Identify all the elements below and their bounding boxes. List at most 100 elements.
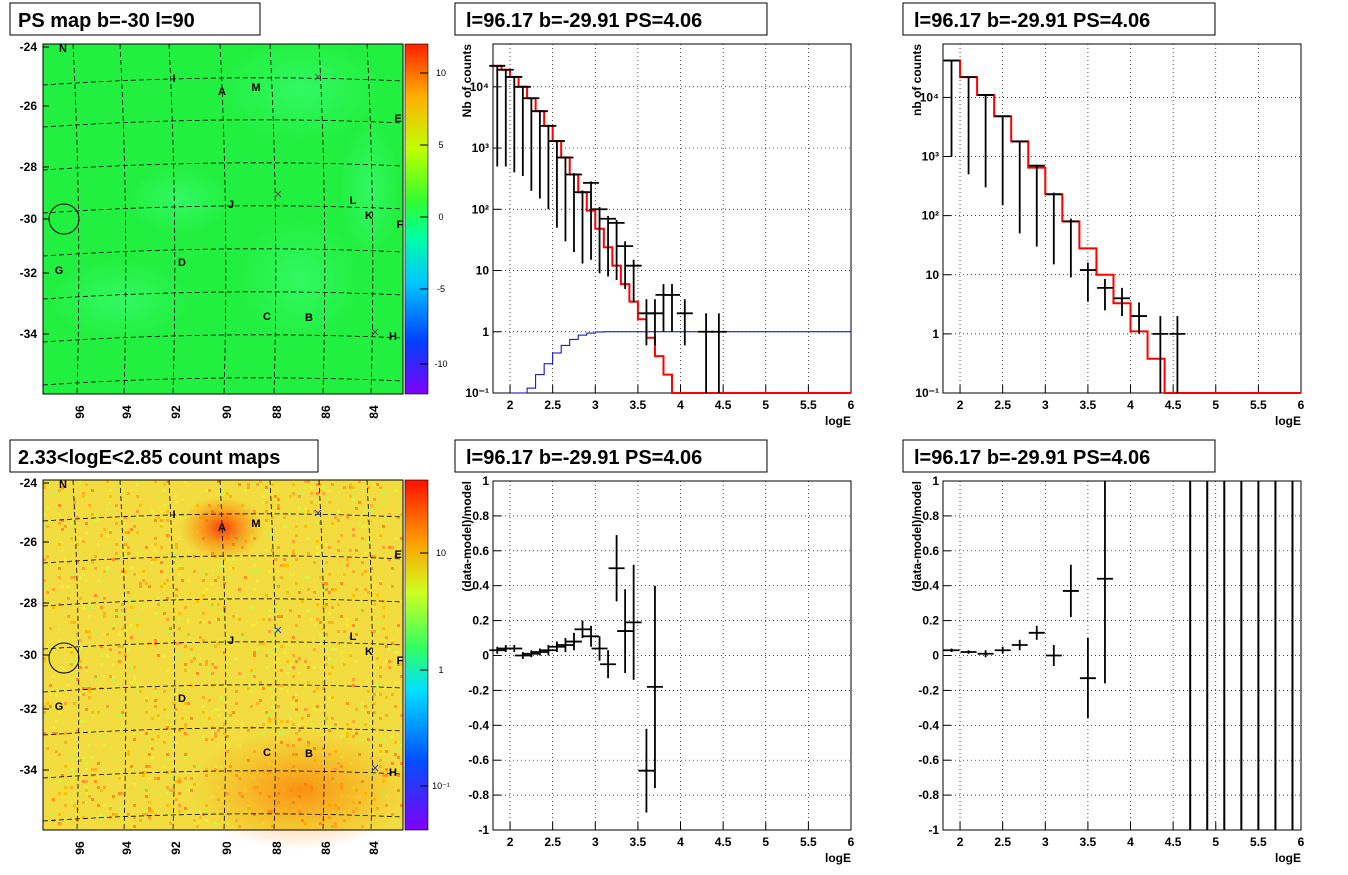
count-pixel	[151, 510, 154, 513]
count-pixel	[166, 534, 169, 537]
x-tick-label: 5	[1212, 835, 1219, 849]
count-pixel	[211, 672, 214, 675]
count-pixel	[241, 711, 244, 714]
count-pixel	[217, 708, 220, 711]
count-pixel	[163, 690, 166, 693]
count-pixel	[127, 648, 130, 651]
ps-map-y-tick: -24	[20, 40, 38, 54]
count-pixel	[166, 723, 169, 726]
count-pixel	[211, 663, 214, 666]
count-pixel	[262, 642, 265, 645]
count-pixel	[157, 735, 160, 738]
count-pixel	[310, 486, 313, 489]
count-pixel	[325, 717, 328, 720]
count-pixel	[82, 759, 85, 762]
count-pixel	[352, 534, 355, 537]
count-pixel	[121, 699, 124, 702]
diffuse-hotspot	[190, 730, 410, 850]
count-pixel	[187, 579, 190, 582]
count-pixel	[328, 591, 331, 594]
count-pixel	[202, 621, 205, 624]
count-pixel	[121, 627, 124, 630]
count-pixel	[253, 558, 256, 561]
count-pixel	[82, 816, 85, 819]
count-pixel	[259, 642, 262, 645]
count-pixel	[169, 789, 172, 792]
count-pixel	[88, 606, 91, 609]
count-pixel	[295, 693, 298, 696]
count-pixel	[343, 630, 346, 633]
count-pixel	[85, 669, 88, 672]
count-pixel	[85, 789, 88, 792]
count-pixel	[319, 708, 322, 711]
count-pixel	[97, 762, 100, 765]
count-pixel	[172, 561, 175, 564]
count-pixel	[79, 480, 82, 483]
count-pixel	[151, 810, 154, 813]
count-pixel	[73, 501, 76, 504]
count-pixel	[166, 630, 169, 633]
count-pixel	[361, 525, 364, 528]
count-pixel	[166, 519, 169, 522]
count-pixel	[397, 750, 400, 753]
count-pixel	[292, 489, 295, 492]
count-pixel	[133, 825, 136, 828]
count-pixel	[70, 660, 73, 663]
count-pixel	[277, 570, 280, 573]
count-pixel	[250, 570, 253, 573]
count-pixel	[397, 516, 400, 519]
count-pixel	[85, 687, 88, 690]
count-pixel	[310, 501, 313, 504]
count-pixel	[292, 723, 295, 726]
count-pixel	[322, 492, 325, 495]
count-pixel	[322, 582, 325, 585]
source-cross-marker	[314, 73, 322, 81]
count-pixel	[280, 669, 283, 672]
count-pixel	[289, 666, 292, 669]
count-pixel	[295, 525, 298, 528]
count-map-y-tick: -30	[20, 648, 38, 662]
count-pixel	[352, 624, 355, 627]
count-pixel	[229, 567, 232, 570]
x-tick-label: 5.5	[1250, 835, 1267, 849]
count-pixel	[103, 597, 106, 600]
count-pixel	[379, 717, 382, 720]
count-pixel	[313, 690, 316, 693]
count-pixel	[79, 639, 82, 642]
count-pixel	[313, 624, 316, 627]
count-pixel	[253, 651, 256, 654]
count-pixel	[379, 675, 382, 678]
count-pixel	[295, 582, 298, 585]
count-pixel	[166, 771, 169, 774]
count-pixel	[316, 483, 319, 486]
count-map-x-tick: 90	[220, 841, 234, 855]
count-pixel	[271, 639, 274, 642]
count-pixel	[187, 621, 190, 624]
count-pixel	[85, 666, 88, 669]
y-tick-label: 10³	[922, 150, 939, 164]
map-grid-lon-line	[119, 479, 127, 831]
y-axis-label: (data-model)/model	[910, 481, 924, 592]
count-pixel	[322, 636, 325, 639]
count-map-x-tick: 84	[367, 841, 381, 855]
count-pixel	[142, 579, 145, 582]
count-pixel	[91, 489, 94, 492]
count-pixel	[373, 630, 376, 633]
count-pixel	[169, 774, 172, 777]
count-pixel	[109, 531, 112, 534]
count-pixel	[61, 774, 64, 777]
count-pixel	[220, 492, 223, 495]
count-pixel	[181, 690, 184, 693]
count-pixel	[283, 564, 286, 567]
count-pixel	[58, 753, 61, 756]
count-pixel	[94, 594, 97, 597]
count-pixel	[385, 750, 388, 753]
count-pixel	[91, 714, 94, 717]
x-tick-label: 4.5	[715, 835, 732, 849]
count-pixel	[373, 702, 376, 705]
count-pixel	[130, 636, 133, 639]
y-axis-label: nb of counts	[910, 44, 924, 116]
count-pixel	[61, 519, 64, 522]
count-pixel	[325, 525, 328, 528]
count-pixel	[64, 792, 67, 795]
